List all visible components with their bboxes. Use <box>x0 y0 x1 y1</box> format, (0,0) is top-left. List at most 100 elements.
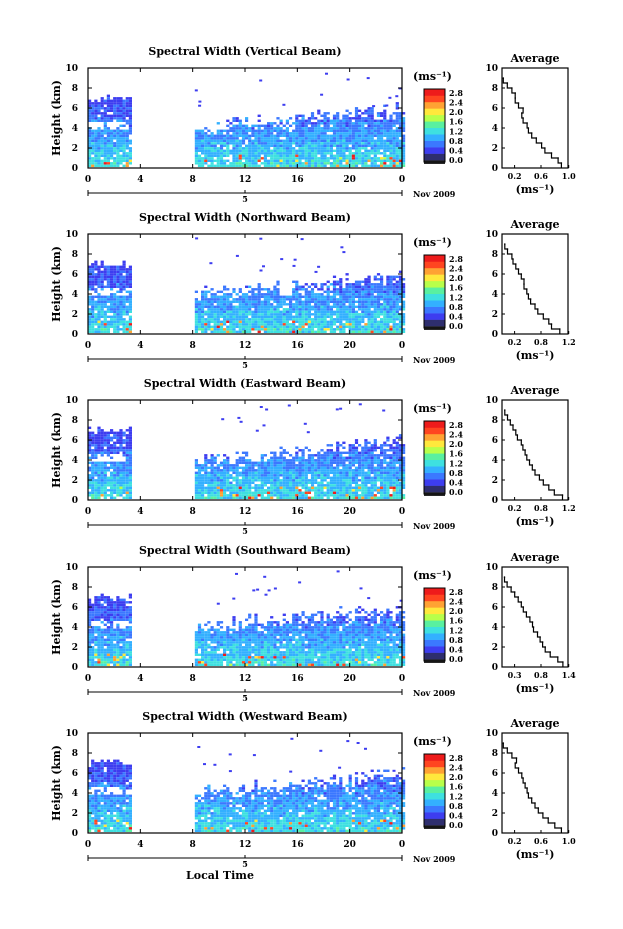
colorbar-swatch <box>424 108 445 116</box>
profile-title: Average <box>509 384 559 397</box>
heatmap-cell <box>232 149 236 152</box>
heatmap-cell <box>279 459 283 462</box>
heatmap-cell <box>282 162 286 165</box>
heatmap-cell <box>91 157 95 160</box>
heatmap-cell <box>88 104 92 107</box>
heatmap-cell <box>194 461 198 464</box>
heatmap-cell <box>370 132 374 135</box>
heatmap-cell <box>210 496 214 499</box>
heatmap-cell <box>238 139 242 142</box>
heatmap-cell <box>292 464 296 467</box>
heatmap-cell <box>329 489 333 492</box>
heatmap-cell <box>207 142 211 145</box>
heatmap-cell <box>383 117 387 120</box>
heatmap-cell <box>94 159 98 162</box>
heatmap-cell <box>345 114 349 117</box>
heatmap-cell <box>370 456 374 459</box>
heatmap-cell <box>367 293 371 296</box>
heatmap-cell <box>226 137 230 140</box>
heatmap-cell <box>223 479 227 482</box>
heatmap-cell <box>97 144 101 147</box>
heatmap-cell <box>201 290 205 293</box>
heatmap-cell <box>351 318 355 321</box>
heatmap-cell <box>332 496 337 499</box>
heatmap-cell <box>336 124 340 127</box>
heatmap-cell <box>392 456 396 459</box>
heatmap-cell <box>216 466 220 469</box>
heatmap-cell <box>232 494 236 497</box>
heatmap-cell <box>358 285 362 288</box>
heatmap-cell <box>364 305 368 308</box>
profile-point <box>504 409 506 411</box>
heatmap-cell <box>276 290 280 293</box>
heatmap-cell <box>232 476 236 479</box>
heatmap-cell <box>310 300 315 303</box>
heatmap-cell <box>245 310 249 313</box>
colorbar-tick-label: 1.2 <box>449 126 463 136</box>
heatmap-cell <box>339 461 343 464</box>
heatmap-cell <box>91 606 95 609</box>
heatmap-cell <box>323 298 327 301</box>
heatmap-cell <box>267 132 271 135</box>
heatmap-cell <box>282 315 286 318</box>
heatmap-cell <box>229 305 233 308</box>
heatmap-cell <box>301 162 305 165</box>
profile-y-tick-label: 10 <box>485 64 498 74</box>
heatmap-cell <box>323 474 327 477</box>
heatmap-cell <box>336 114 340 117</box>
heatmap-cell <box>125 298 129 301</box>
heatmap-cell <box>110 439 114 442</box>
heatmap-cell <box>241 491 246 494</box>
heatmap-cell <box>329 147 333 150</box>
heatmap-cell <box>94 461 98 464</box>
heatmap-cell <box>128 454 132 457</box>
heatmap-cell <box>116 328 120 331</box>
heatmap-cell <box>125 142 129 145</box>
heatmap-cell <box>351 315 355 318</box>
heatmap-cell <box>260 479 264 482</box>
heatmap-cell <box>100 303 104 306</box>
heatmap-cell <box>100 149 104 152</box>
heatmap-cell <box>226 489 230 492</box>
heatmap-cell <box>345 310 349 313</box>
heatmap-cell <box>307 496 311 499</box>
heatmap-cell <box>241 295 246 298</box>
heatmap-cell <box>351 471 355 474</box>
heatmap-cell <box>273 144 277 147</box>
heatmap-cell <box>376 489 381 492</box>
heatmap-cell <box>260 303 264 306</box>
heatmap-cell <box>197 325 202 328</box>
heatmap-cell <box>100 489 104 492</box>
heatmap-cell <box>354 305 359 308</box>
heatmap-cell <box>219 464 224 467</box>
heatmap-cell <box>336 154 340 157</box>
heatmap-cell <box>348 325 352 328</box>
heatmap-cell <box>226 298 230 301</box>
heatmap-cell <box>329 444 333 447</box>
heatmap-cell <box>219 144 224 147</box>
heatmap-cell <box>276 157 280 160</box>
heatmap-cell <box>103 484 107 487</box>
heatmap-cell <box>116 137 120 140</box>
heatmap-cell <box>100 139 104 142</box>
heatmap-cell <box>336 310 340 313</box>
heatmap-cell <box>260 461 264 464</box>
heatmap-cell <box>287 404 291 407</box>
heatmap-cell <box>235 300 239 303</box>
heatmap-cell <box>351 300 355 303</box>
heatmap-cell <box>113 112 117 115</box>
heatmap-cell <box>329 486 333 489</box>
heatmap-cell <box>310 159 315 162</box>
heatmap-cell <box>94 439 98 442</box>
colorbar: 0.00.40.81.21.62.02.42.8(ms⁻¹) <box>413 70 463 165</box>
heatmap-cell <box>323 476 327 479</box>
heatmap-cell <box>364 300 368 303</box>
heatmap-cell <box>213 489 217 492</box>
heatmap-cell <box>276 489 280 492</box>
heatmap-cell <box>223 159 227 162</box>
heatmap-cell <box>380 330 384 333</box>
heatmap-cell <box>314 139 318 142</box>
heatmap-cell <box>229 300 233 303</box>
heatmap-cell <box>241 303 246 306</box>
heatmap-cell <box>342 310 346 313</box>
